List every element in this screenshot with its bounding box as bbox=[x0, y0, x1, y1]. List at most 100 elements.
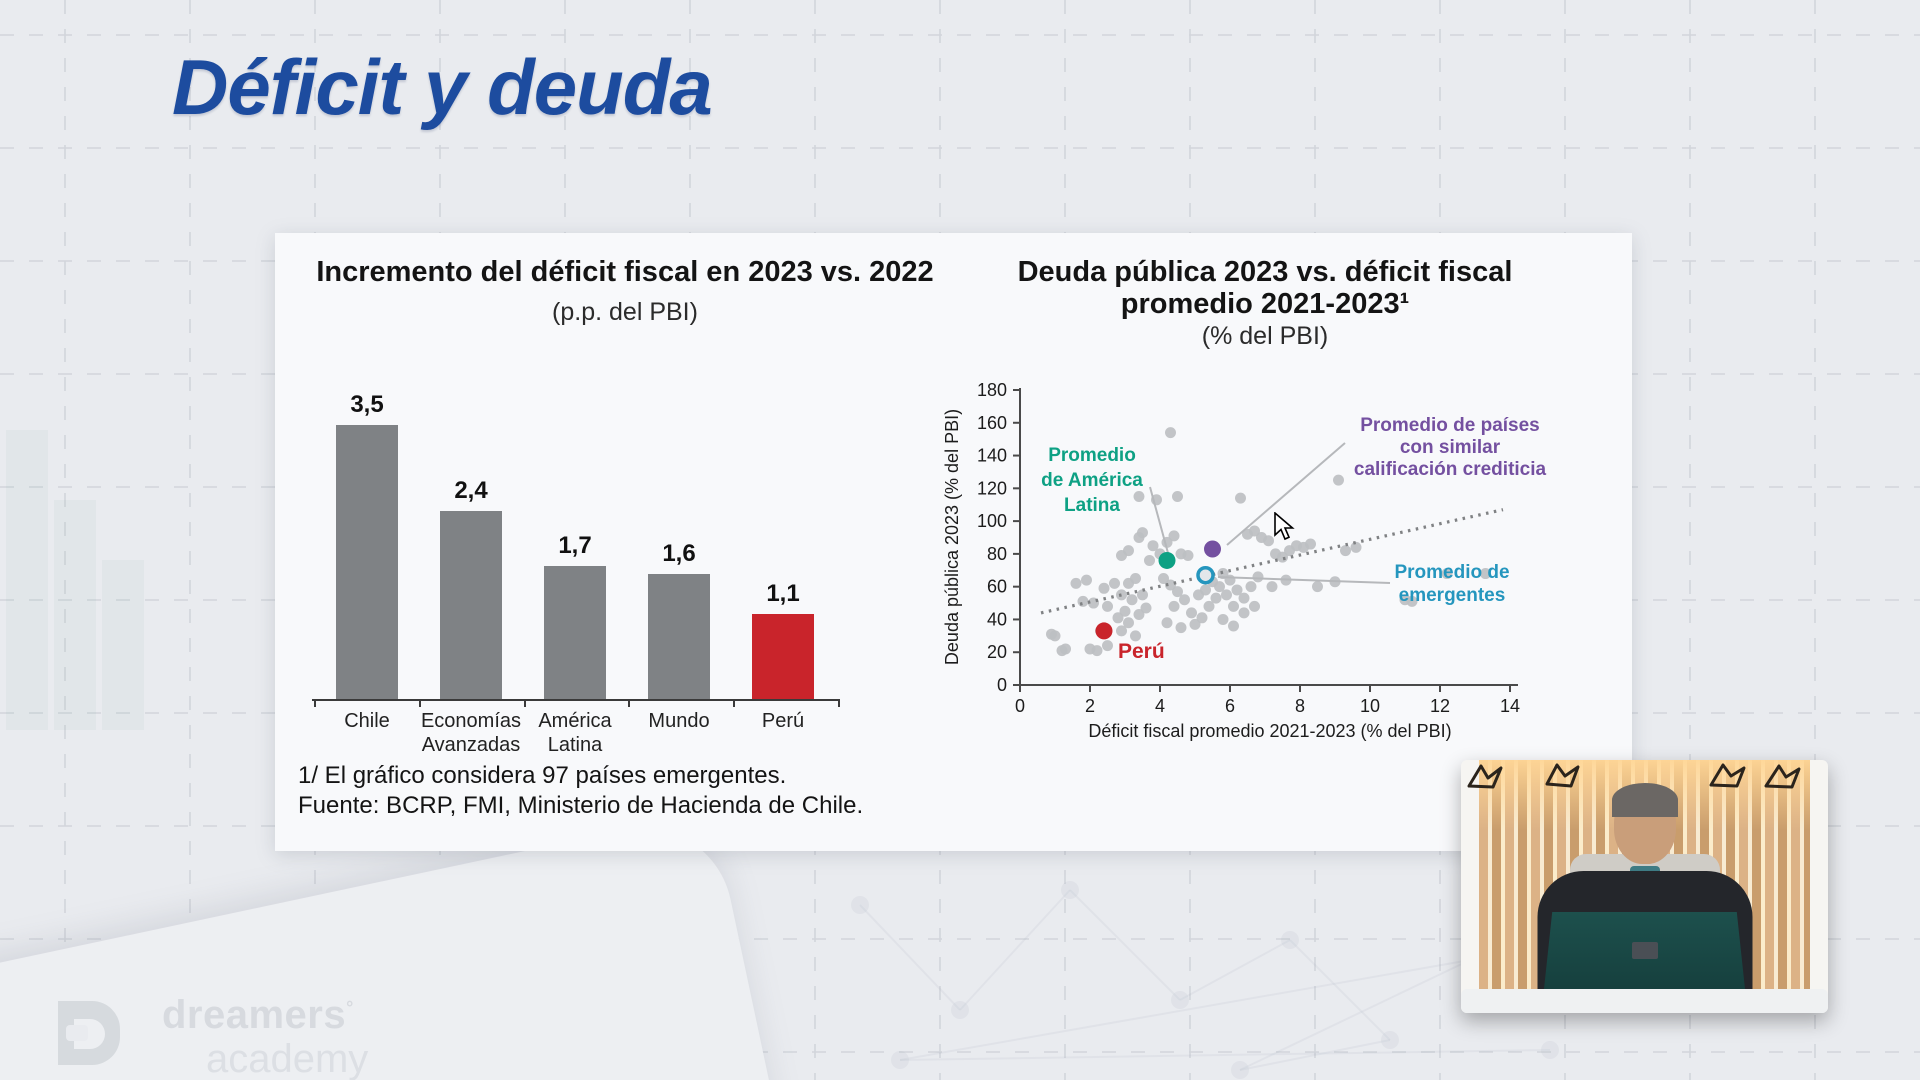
bar-economias-avanzadas bbox=[440, 511, 502, 700]
label-calificacion: Promedio de países bbox=[1360, 415, 1540, 436]
callout-line-america-latina bbox=[1149, 486, 1169, 554]
scatter-point bbox=[1441, 568, 1453, 580]
bar-chart-title: Incremento del déficit fiscal en 2023 vs… bbox=[316, 256, 934, 288]
network-edge bbox=[1239, 1039, 1391, 1071]
scatter-point bbox=[1231, 584, 1243, 596]
bar-category-label: Economías Avanzadas bbox=[420, 710, 522, 756]
scatter-point bbox=[1116, 625, 1127, 637]
origami-bird-icons bbox=[1467, 763, 1801, 789]
scatter-point bbox=[1189, 618, 1201, 630]
scatter-point bbox=[1203, 600, 1215, 612]
scatter-point bbox=[1312, 581, 1323, 593]
scatter-point bbox=[1168, 600, 1180, 612]
network-node bbox=[1231, 1061, 1249, 1079]
scatter-chart-subtitle: (% del PBI) bbox=[1201, 322, 1329, 350]
bar-decoration bbox=[6, 430, 48, 730]
scatter-point bbox=[1133, 609, 1145, 621]
bar-chart-axis bbox=[312, 699, 840, 701]
scatter-point bbox=[1147, 540, 1159, 552]
x-tick-label: 6 bbox=[1225, 696, 1235, 716]
bar-axis-tick bbox=[733, 699, 736, 707]
network-edge bbox=[1179, 939, 1291, 1001]
scatter-point bbox=[1140, 602, 1152, 614]
bar-chile bbox=[336, 424, 398, 700]
scatter-point bbox=[1077, 595, 1089, 607]
bar-axis-tick bbox=[628, 699, 631, 707]
network-node bbox=[1171, 991, 1189, 1009]
label-emergentes: Promedio de bbox=[1394, 562, 1509, 583]
y-tick-label: 160 bbox=[977, 413, 1007, 433]
presenter-hair bbox=[1611, 782, 1678, 817]
y-tick-label: 100 bbox=[977, 511, 1007, 531]
scatter-point bbox=[1200, 584, 1211, 596]
scatter-point bbox=[1333, 474, 1344, 486]
scatter-point bbox=[1252, 571, 1264, 583]
point-peru bbox=[1095, 622, 1113, 640]
point-emergentes bbox=[1196, 565, 1215, 585]
callout-line-calificacion bbox=[1226, 442, 1346, 546]
network-node bbox=[1541, 1041, 1559, 1059]
trend-line bbox=[1040, 508, 1504, 615]
bar-decoration bbox=[102, 560, 144, 730]
scatter-point bbox=[1249, 525, 1260, 537]
scatter-point bbox=[1196, 612, 1208, 624]
y-axis-label: Deuda pública 2023 (% del PBI) bbox=[942, 409, 962, 665]
bar-value-label: 1,7 bbox=[558, 532, 592, 560]
scatter-point bbox=[1228, 620, 1239, 632]
scatter-point bbox=[1179, 594, 1190, 606]
scatter-point bbox=[1235, 492, 1246, 504]
y-tick-label: 80 bbox=[987, 544, 1007, 564]
bar-category-label: Mundo bbox=[648, 710, 710, 732]
scatter-point bbox=[1263, 535, 1274, 547]
bar-chart-subtitle: (p.p. del PBI) bbox=[552, 298, 698, 326]
bar-category-label: Perú bbox=[761, 710, 805, 732]
logo-word-dreamers: dreamers° bbox=[162, 993, 354, 1037]
scatter-point bbox=[1130, 630, 1141, 642]
bar-chart: 3,5 2,4 1,7 1,6 1,1 bbox=[310, 370, 850, 700]
scatter-point bbox=[1123, 545, 1134, 557]
page-title: Déficit y deuda bbox=[172, 43, 713, 131]
scatter-point bbox=[1133, 491, 1145, 503]
scatter-point bbox=[1168, 530, 1180, 542]
scatter-plot: 0 20 40 60 80 100 120 140 160 180 0 2 4 6 8 10 12 14 Défic… bbox=[942, 380, 1547, 741]
scatter-point bbox=[1102, 640, 1113, 652]
y-tick-label: 0 bbox=[997, 675, 1007, 695]
y-tick-label: 60 bbox=[987, 577, 1007, 597]
scatter-point bbox=[1098, 582, 1110, 594]
network-edge bbox=[899, 959, 1471, 1061]
scatter-point bbox=[1224, 574, 1236, 586]
y-tick-label: 20 bbox=[987, 642, 1007, 662]
callout-line-emergentes bbox=[1217, 576, 1391, 584]
scatter-point bbox=[1137, 527, 1148, 539]
bar-value-label: 3,5 bbox=[350, 390, 384, 418]
scatter-point bbox=[1112, 612, 1124, 624]
label-calificacion: calificación crediticia bbox=[1354, 459, 1547, 480]
x-tick-label: 10 bbox=[1360, 696, 1380, 716]
x-tick-label: 8 bbox=[1295, 696, 1305, 716]
scatter-point bbox=[1238, 607, 1250, 619]
scatter-point bbox=[1186, 607, 1197, 619]
dreamers-logo-icon bbox=[58, 1001, 120, 1065]
scatter-point bbox=[1109, 577, 1120, 589]
point-calificacion bbox=[1204, 540, 1221, 558]
bar-mundo bbox=[648, 574, 710, 700]
scatter-point bbox=[1137, 589, 1148, 601]
scatter-point bbox=[1123, 617, 1134, 629]
scatter-point bbox=[1091, 645, 1103, 657]
scatter-point bbox=[1249, 600, 1260, 612]
bar-category-label: Chile bbox=[344, 710, 390, 732]
network-edge bbox=[1289, 939, 1391, 1041]
logo-word-academy: academy bbox=[206, 1037, 369, 1080]
bar-axis-tick bbox=[523, 699, 526, 707]
network-edge bbox=[1239, 959, 1471, 1071]
desk bbox=[1461, 989, 1828, 1013]
network-edge bbox=[899, 1049, 1551, 1061]
bar-value-label: 1,1 bbox=[766, 579, 800, 607]
scatter-point bbox=[1305, 538, 1316, 550]
network-edge bbox=[859, 904, 961, 1011]
webcam-overlay bbox=[1461, 760, 1828, 1013]
brand-logo: dreamers° academy bbox=[52, 995, 368, 1079]
scatter-point bbox=[1340, 545, 1351, 557]
